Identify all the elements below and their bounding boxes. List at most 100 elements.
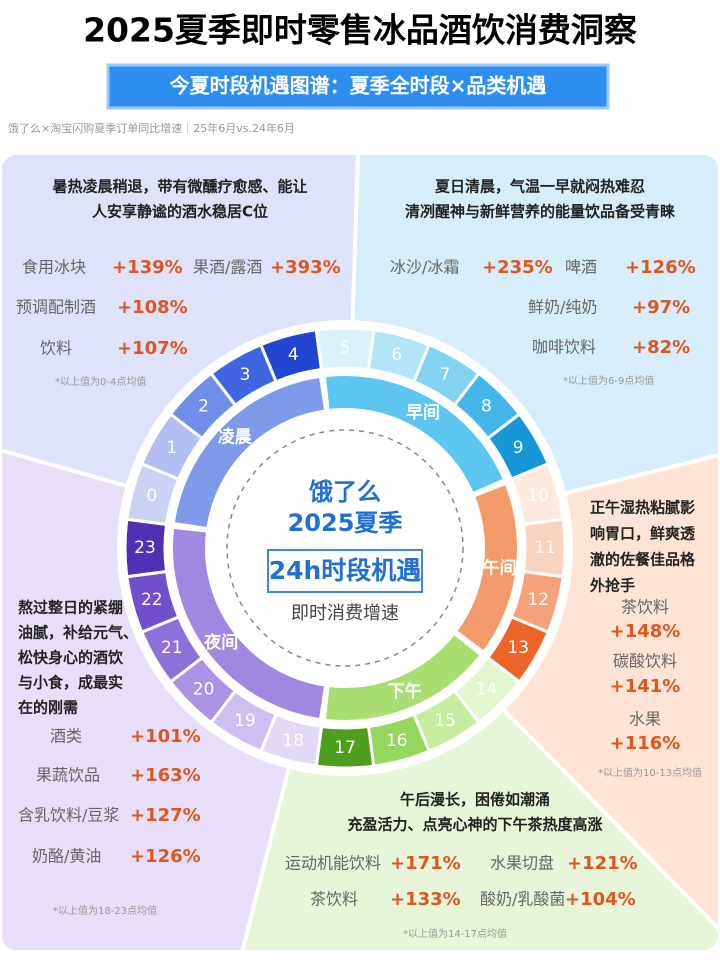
period-desc: 充盈活力、点亮心神的下午茶热度高涨 <box>347 816 602 834</box>
item-name: 酸奶/乳酸菌 <box>480 890 565 909</box>
period-arc <box>173 528 324 719</box>
item-growth: +97% <box>632 297 690 318</box>
item-growth: +141% <box>610 676 681 697</box>
item-growth: +116% <box>610 733 681 754</box>
period-desc: 清冽醒神与新鲜营养的能量饮品备受青睐 <box>405 203 675 221</box>
subtitle-banner <box>106 63 610 110</box>
hour-label: 12 <box>527 590 549 610</box>
hour-label: 15 <box>434 711 456 731</box>
period-note: *以上值为0-4点均值 <box>55 375 146 388</box>
item-name: 碳酸饮料 <box>613 652 677 671</box>
item-growth: +82% <box>632 337 690 358</box>
item-growth: +104% <box>565 889 636 910</box>
item-growth: +133% <box>390 889 461 910</box>
item-growth: +121% <box>567 853 638 874</box>
item-name: 运动机能饮料 <box>285 854 381 873</box>
hour-label: 10 <box>527 486 549 506</box>
period-arc <box>457 485 517 650</box>
period-desc: 松快身心的酒饮 <box>18 649 124 667</box>
hour-label: 16 <box>386 731 408 751</box>
hour-label: 5 <box>340 338 351 358</box>
period-desc: 午后漫长，困倦如潮涌 <box>400 791 550 809</box>
hour-label: 13 <box>507 638 529 658</box>
item-growth: +101% <box>130 726 201 747</box>
item-name: 饮料 <box>40 339 72 358</box>
period-desc: 外抢手 <box>589 577 635 595</box>
period-desc: 响胃口，鲜爽透 <box>590 525 696 543</box>
hour-label: 7 <box>440 365 451 385</box>
item-growth: +126% <box>130 846 201 867</box>
item-name: 茶饮料 <box>621 598 669 617</box>
item-name: 食用冰块 <box>22 258 86 277</box>
hour-label: 11 <box>534 538 556 558</box>
title: 2025夏季即时零售冰品酒饮消费洞察 <box>83 11 637 50</box>
hour-label: 17 <box>334 738 356 758</box>
subtitle: 今夏时段机遇图谱：夏季全时段×品类机遇 <box>170 74 547 98</box>
item-name: 酒类 <box>50 727 82 746</box>
hour-segment <box>123 517 169 579</box>
item-growth: +148% <box>610 621 681 642</box>
source: 饿了么×淘宝闪购夏季订单同比增速｜25年6月vs.24年6月 <box>8 121 295 135</box>
item-name: 水果 <box>629 710 661 729</box>
period-note: *以上值为14-17点均值 <box>403 927 507 940</box>
item-name: 茶饮料 <box>310 890 358 909</box>
period-desc: 熬过整日的紧绷 <box>18 599 123 617</box>
item-name: 啤酒 <box>565 258 597 277</box>
hour-label: 14 <box>476 679 498 699</box>
item-name: 果酒/露酒 <box>193 258 262 277</box>
item-name: 水果切盘 <box>490 854 554 873</box>
period-label: 下午 <box>388 681 422 702</box>
item-growth: +393% <box>270 257 341 278</box>
item-name: 鲜奶/纯奶 <box>528 298 597 317</box>
item-name: 奶酪/黄油 <box>32 847 101 866</box>
hour-label: 8 <box>481 397 492 417</box>
item-name: 咖啡饮料 <box>532 338 596 357</box>
period-desc: 与小食，成最实 <box>18 674 123 692</box>
hour-label: 23 <box>134 538 156 558</box>
period-note: *以上值为6-9点均值 <box>563 374 654 387</box>
period-label: 早间 <box>406 402 440 423</box>
period-desc: 澈的佐餐佳品格 <box>590 551 696 569</box>
hour-label: 3 <box>240 365 251 385</box>
period-desc: 人安享静谧的酒水稳居C位 <box>92 203 268 221</box>
hour-label: 0 <box>146 486 157 506</box>
hour-label: 22 <box>141 590 163 610</box>
period-desc: 暑热凌晨稍退，带有微醺疗愈感、能让 <box>52 178 307 196</box>
dashed-ring <box>226 429 464 667</box>
period-label: 夜间 <box>203 632 238 653</box>
hour-label: 20 <box>193 679 215 699</box>
item-name: 预调配制酒 <box>16 298 96 317</box>
item-growth: +127% <box>130 805 201 826</box>
period-desc: 正午湿热粘腻影 <box>590 499 695 517</box>
item-growth: +235% <box>482 257 553 278</box>
item-growth: +126% <box>625 257 696 278</box>
hour-label: 18 <box>282 731 304 751</box>
center-headline: 24h时段机遇 <box>269 556 422 585</box>
period-arc <box>174 377 324 527</box>
center-caption: 即时消费增速 <box>291 603 399 624</box>
period-desc: 在的刚需 <box>18 699 78 717</box>
hour-label: 21 <box>161 638 183 658</box>
period-arc <box>325 376 503 492</box>
hour-label: 4 <box>288 345 299 365</box>
item-growth: +171% <box>390 853 461 874</box>
period-note: *以上值为18-23点均值 <box>53 904 157 917</box>
center-season: 2025夏季 <box>288 509 403 537</box>
period-note: *以上值为10-13点均值 <box>598 766 702 779</box>
item-growth: +163% <box>130 765 201 786</box>
item-growth: +107% <box>117 338 188 359</box>
item-growth: +108% <box>117 297 188 318</box>
period-label: 午间 <box>483 557 517 578</box>
item-name: 果蔬饮品 <box>36 766 100 785</box>
hour-label: 1 <box>166 438 177 458</box>
item-name: 含乳饮料/豆浆 <box>18 806 119 825</box>
period-desc: 油腻，补给元气、 <box>18 624 138 642</box>
hour-label: 9 <box>513 438 524 458</box>
period-arc <box>325 635 480 720</box>
hour-label: 6 <box>391 345 402 365</box>
item-growth: +139% <box>112 257 183 278</box>
center-brand: 饿了么 <box>308 478 381 506</box>
